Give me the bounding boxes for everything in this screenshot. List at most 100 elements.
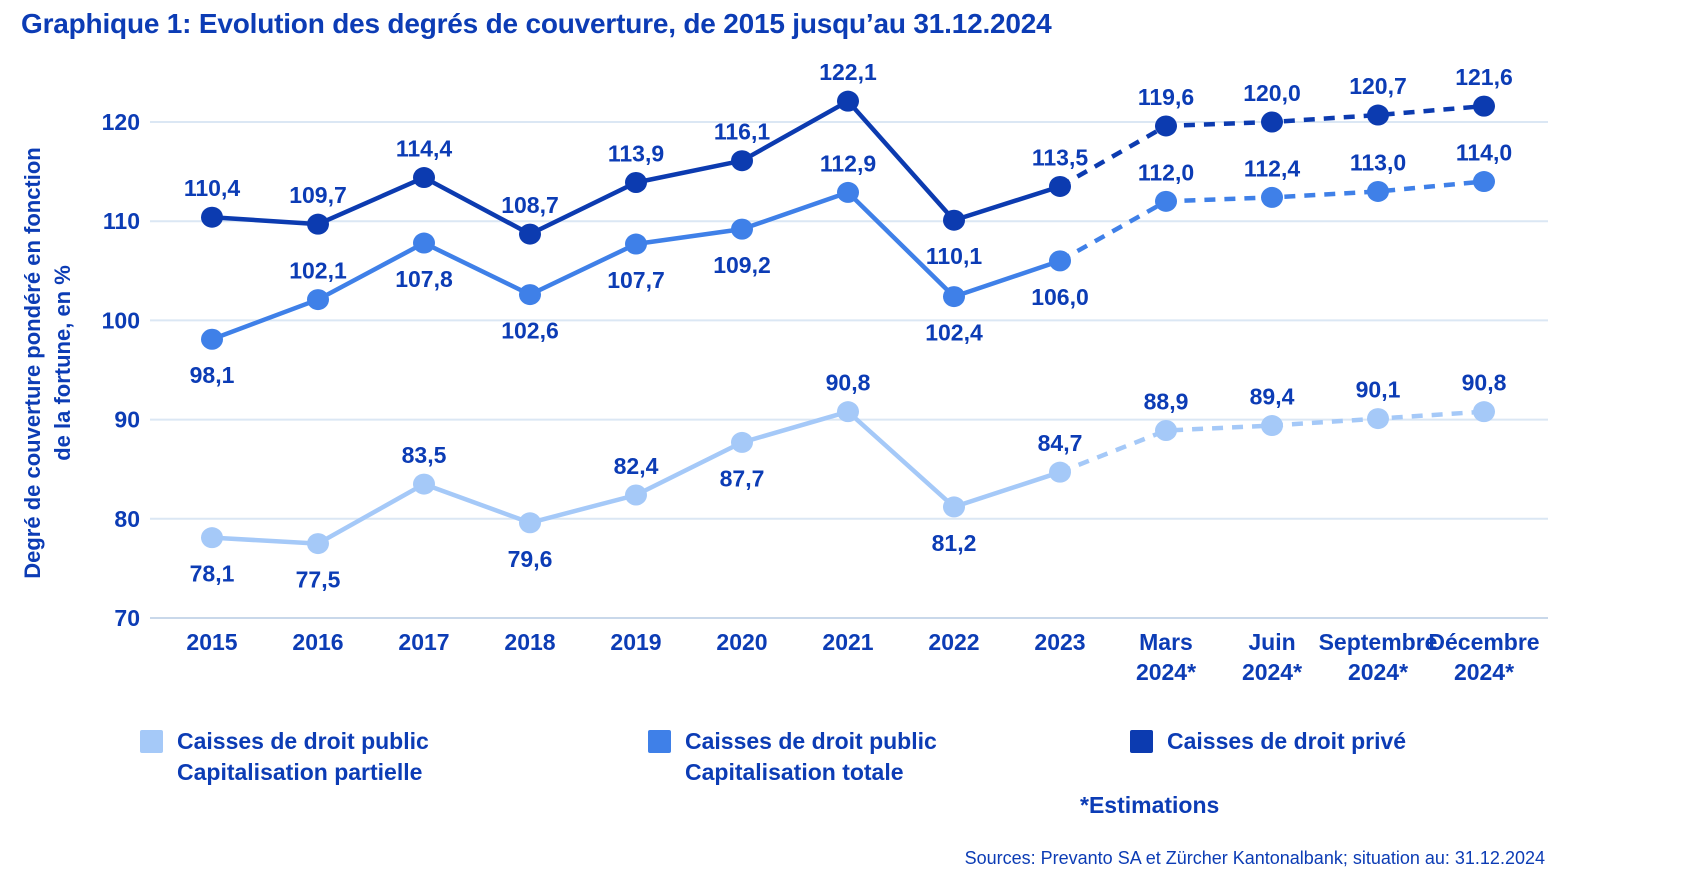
sources-text: Sources: Prevanto SA et Zürcher Kantonal… [964, 848, 1545, 868]
data-point-marker [519, 223, 541, 245]
series-totale: 98,1 102,1 107,8 102,6 107,7 109,2 112,9 102,4 1… [190, 140, 1513, 389]
data-point-label: 119,6 [1138, 84, 1194, 110]
data-point-label: 109,2 [713, 252, 771, 278]
data-point-marker [1367, 408, 1389, 430]
data-point-marker [413, 167, 435, 189]
data-point-label: 102,4 [925, 320, 983, 346]
data-point-label: 102,1 [289, 258, 347, 284]
data-point-label: 112,4 [1244, 155, 1300, 181]
data-point-label: 109,7 [289, 182, 347, 208]
data-point-marker [731, 431, 753, 453]
data-point-label: 79,6 [508, 546, 553, 572]
data-point-marker [307, 289, 329, 311]
x-axis-label: 2019 [610, 629, 661, 655]
data-point-marker [1049, 461, 1071, 483]
data-point-marker [1049, 250, 1071, 272]
x-axis-label: 2024* [1136, 659, 1196, 685]
data-point-label: 113,9 [608, 141, 664, 167]
estimations-note: *Estimations [1080, 792, 1220, 818]
y-tick-label: 100 [102, 307, 140, 333]
data-point-label: 108,7 [501, 192, 559, 218]
data-point-label: 88,9 [1144, 389, 1189, 415]
x-axis-label: 2018 [504, 629, 555, 655]
data-point-marker [837, 90, 859, 112]
y-tick-label: 70 [114, 605, 140, 631]
data-point-label: 78,1 [190, 561, 235, 587]
data-point-label: 98,1 [190, 362, 235, 388]
legend-label-partielle: Caisses de droit public Capitalisation p… [177, 728, 429, 785]
x-axis-label: 2023 [1034, 629, 1085, 655]
data-point-label: 114,4 [396, 136, 452, 162]
data-point-label: 114,0 [1456, 140, 1512, 166]
data-point-marker [1155, 115, 1177, 137]
data-point-label: 121,6 [1455, 64, 1513, 90]
data-point-marker [731, 218, 753, 240]
data-point-label: 81,2 [932, 530, 977, 556]
x-axis-label: 2017 [398, 629, 449, 655]
x-axis-label: 2022 [928, 629, 979, 655]
y-tick-label: 80 [114, 506, 140, 532]
series-partielle: 78,1 77,5 83,5 79,6 82,4 87,7 90,8 81,2 84,7 88,9… [190, 370, 1507, 593]
data-point-label: 120,7 [1349, 73, 1407, 99]
data-point-marker [307, 213, 329, 235]
data-point-marker [625, 233, 647, 255]
data-point-marker [1155, 190, 1177, 212]
x-axis-label: Septembre [1319, 629, 1438, 655]
data-point-marker [1049, 175, 1071, 197]
x-axis-label: Juin [1248, 629, 1295, 655]
data-point-marker [1367, 104, 1389, 126]
data-point-marker [943, 286, 965, 308]
x-axis-label: Décembre [1428, 629, 1539, 655]
data-point-marker [1367, 180, 1389, 202]
legend-swatch-totale [648, 730, 671, 753]
data-point-marker [1473, 171, 1495, 193]
y-tick-label: 110 [103, 208, 140, 234]
data-point-marker [519, 284, 541, 306]
data-point-marker [307, 533, 329, 555]
legend: Caisses de droit public Capitalisation p… [0, 726, 1682, 796]
data-point-label: 90,1 [1356, 377, 1401, 403]
legend-item-totale: Caisses de droit public Capitalisation t… [648, 726, 937, 788]
legend-item-partielle: Caisses de droit public Capitalisation p… [140, 726, 429, 788]
x-axis-label: Mars [1139, 629, 1193, 655]
legend-label-totale: Caisses de droit public Capitalisation t… [685, 728, 937, 785]
legend-item-prive: Caisses de droit privé [1130, 726, 1406, 757]
data-point-label: 120,0 [1243, 80, 1301, 106]
data-point-label: 107,7 [607, 267, 665, 293]
x-axis-label: 2024* [1348, 659, 1408, 685]
data-point-label: 116,1 [714, 119, 770, 145]
data-point-label: 112,0 [1138, 159, 1194, 185]
data-point-label: 110,4 [184, 175, 240, 201]
x-axis-label: 2021 [822, 629, 873, 655]
y-tick-label: 120 [102, 109, 140, 135]
data-point-marker [837, 401, 859, 423]
y-tick-label: 90 [114, 407, 140, 433]
data-point-label: 113,5 [1032, 144, 1088, 170]
data-point-label: 90,8 [826, 370, 871, 396]
legend-label-prive: Caisses de droit privé [1167, 728, 1407, 754]
data-point-marker [201, 527, 223, 549]
data-point-label: 87,7 [720, 465, 765, 491]
data-point-label: 90,8 [1462, 370, 1507, 396]
data-point-marker [1155, 420, 1177, 442]
data-point-label: 82,4 [614, 453, 659, 479]
data-point-marker [413, 473, 435, 495]
data-point-label: 77,5 [296, 567, 341, 593]
data-point-marker [731, 150, 753, 172]
data-point-marker [943, 496, 965, 518]
data-point-label: 110,1 [926, 243, 982, 269]
data-point-marker [1261, 415, 1283, 437]
data-point-label: 89,4 [1250, 384, 1295, 410]
data-point-label: 112,9 [820, 150, 876, 176]
series-prive: 110,4 109,7 114,4 108,7 113,9 116,1 122,1 110,1… [184, 59, 1513, 269]
data-point-label: 113,0 [1350, 149, 1406, 175]
x-axis-label: 2020 [716, 629, 767, 655]
data-point-marker [625, 172, 647, 194]
legend-swatch-partielle [140, 730, 163, 753]
data-point-marker [943, 209, 965, 231]
data-point-marker [625, 484, 647, 506]
data-point-label: 106,0 [1031, 284, 1089, 310]
x-axis-label: 2015 [186, 629, 237, 655]
